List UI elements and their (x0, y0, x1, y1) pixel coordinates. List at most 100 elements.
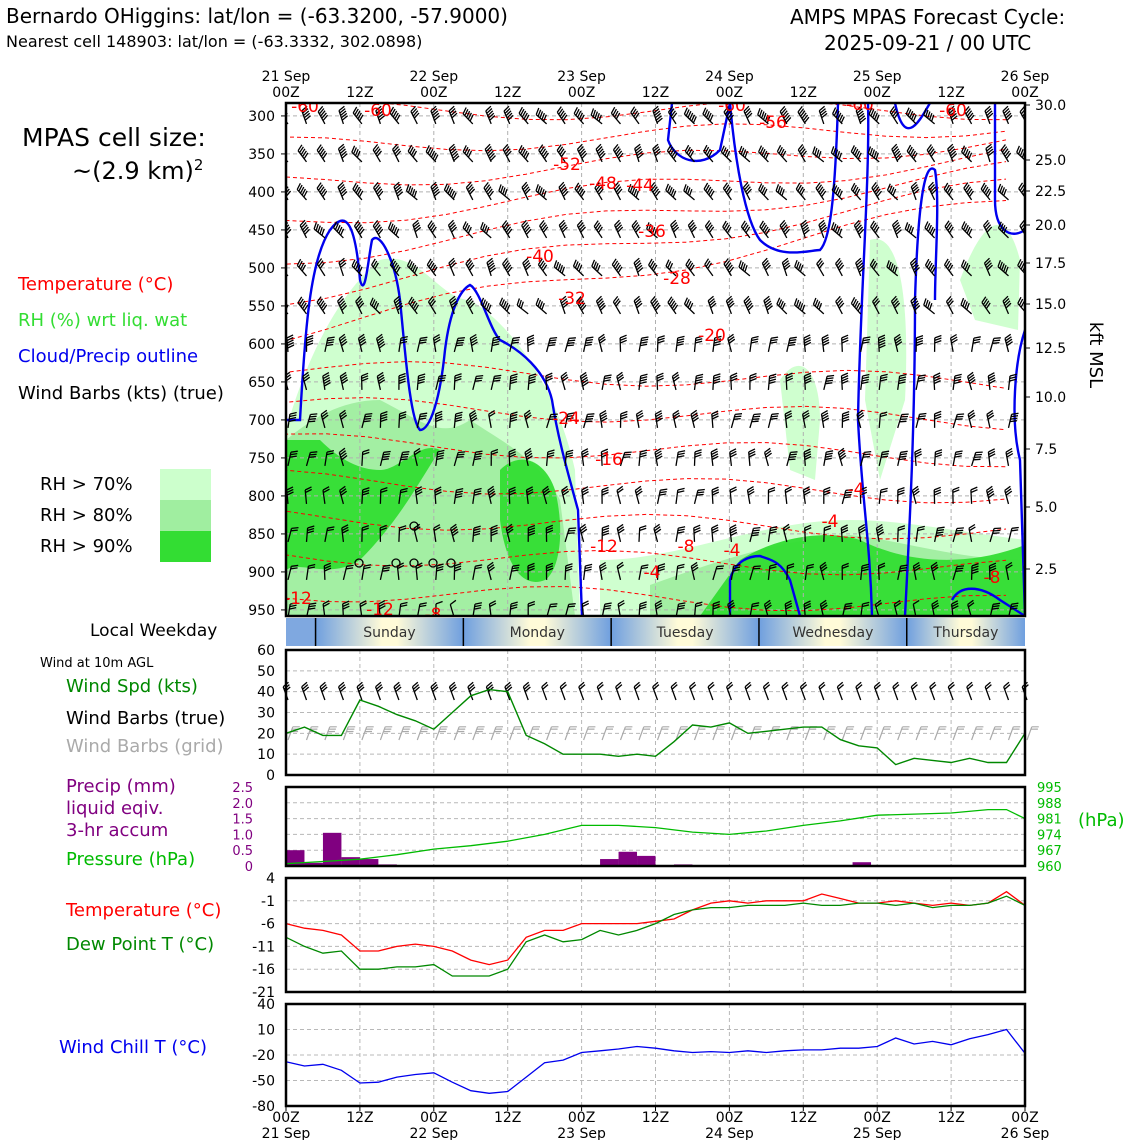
wind-barb (301, 105, 311, 125)
wind-barb (779, 219, 790, 239)
wind-barb (576, 219, 586, 239)
windchill-ytick-label: 10 (257, 1023, 275, 1039)
wind-barb (556, 144, 567, 163)
cell-size-text: ~(2.9 km) (72, 157, 194, 185)
wind-barb (389, 258, 401, 277)
wind-barb (837, 447, 847, 467)
wind-barb (372, 219, 384, 239)
wind-barb (320, 409, 329, 429)
wind-barb (545, 336, 558, 353)
calm-wind-circle (354, 558, 364, 568)
wind-barb (952, 565, 965, 581)
wind-barb (947, 681, 955, 701)
wind-barb (486, 257, 497, 277)
wind-barb (582, 413, 595, 429)
temperature-label: Temperature (°C) (66, 900, 222, 921)
precip-bar (600, 859, 619, 866)
wind-barb (1016, 145, 1025, 161)
wind-barb (465, 181, 476, 201)
wind-barb (923, 108, 936, 125)
wind-barb (633, 295, 643, 315)
wind-barb (841, 562, 849, 580)
wind-barb (633, 681, 641, 701)
wind-barb (1017, 259, 1025, 275)
wind-barb (654, 600, 663, 616)
wind-barb (933, 486, 942, 504)
wind-ytick-label: 20 (257, 726, 275, 742)
wind-barb (453, 562, 462, 580)
wind-barb (911, 485, 920, 505)
wind-barb (758, 145, 770, 163)
wind-barb (1002, 105, 1013, 125)
wind-barbs-grid-label: Wind Barbs (grid) (66, 736, 224, 757)
wind-barb (675, 726, 688, 741)
wind-barb (704, 258, 714, 277)
top-axis-hour: 00Z (863, 85, 890, 101)
windchill-ytick-label: -80 (252, 1099, 275, 1115)
wind-barb (591, 259, 603, 277)
wind-barb (703, 182, 715, 201)
wind-barb (712, 600, 721, 616)
temperature-contour-label: -60 (846, 95, 874, 115)
wind-barb (688, 681, 697, 701)
wind-barb (909, 257, 920, 277)
wind-barb (905, 107, 917, 125)
wind-barb (702, 107, 714, 125)
wind-barb (966, 371, 976, 391)
wind-barb (462, 221, 474, 239)
wind-barb (323, 562, 332, 580)
wind-barb (338, 447, 348, 467)
wind-ytick-label: 10 (257, 747, 275, 763)
rh-shade-2 (286, 440, 440, 570)
bottom-axis-hour: 12Z (642, 1110, 669, 1126)
wind-barb (435, 374, 447, 391)
wind-barb (352, 106, 364, 125)
wind-barb (1002, 295, 1012, 315)
wind-barb (723, 106, 735, 125)
wind-barb (518, 145, 530, 163)
cell-size-exponent: 2 (193, 156, 204, 174)
wind-barb (490, 374, 502, 391)
wind-barb (593, 220, 603, 239)
wind-barb (545, 413, 558, 429)
wind-barb (619, 726, 633, 741)
bottom-axis-hour: 00Z (568, 1110, 595, 1126)
wind-barb (878, 487, 888, 504)
wind-barb (433, 524, 441, 542)
temperature-contour-label: -60 (291, 97, 319, 117)
wind-barb (966, 681, 974, 701)
top-axis-date: 24 Sep (705, 69, 754, 85)
wind-barb (509, 336, 520, 353)
wind-barb (915, 374, 926, 391)
wind-barb (836, 681, 845, 701)
wind-barb (339, 485, 348, 505)
pressure-line (285, 808, 1026, 865)
wind-barb (316, 182, 328, 201)
wind-barb (948, 105, 958, 125)
wind-barb (342, 726, 356, 741)
wind-barb (453, 411, 463, 428)
wind-barb (338, 333, 348, 353)
wind-barb (559, 681, 567, 701)
wind-barb (297, 144, 309, 163)
wind-barb (803, 600, 812, 616)
wind-barb (985, 143, 995, 163)
wind-barb (749, 565, 761, 581)
wind-barb (812, 146, 825, 163)
temperature-contour (286, 148, 1007, 224)
wind-barb (831, 183, 843, 201)
wind-barb (878, 411, 888, 428)
wind-barb (527, 726, 540, 741)
wind-barb (616, 523, 625, 543)
wind-barb (398, 335, 408, 352)
wind-barb (823, 450, 834, 467)
wind-barb (379, 486, 388, 504)
rh80-swatch (160, 500, 211, 531)
wind-barb (287, 411, 297, 428)
wind-barb (725, 681, 734, 701)
wind-barb (743, 105, 753, 125)
wind-barb (1007, 412, 1019, 429)
wind-barb (823, 486, 831, 504)
wind-barb (545, 524, 554, 542)
wind-barb (572, 259, 585, 277)
